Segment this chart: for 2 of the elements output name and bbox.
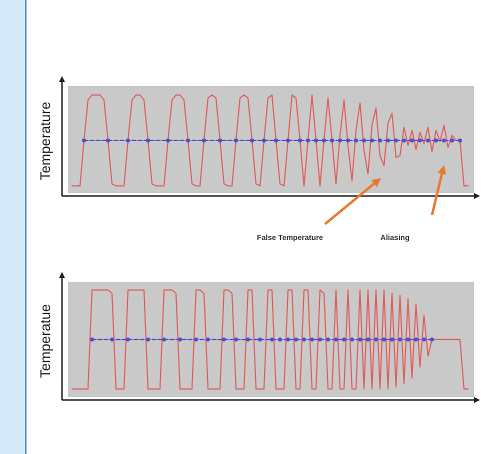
y-axis-title: Temperature [37, 101, 53, 180]
y-axis-title: Temperatue [37, 304, 53, 378]
